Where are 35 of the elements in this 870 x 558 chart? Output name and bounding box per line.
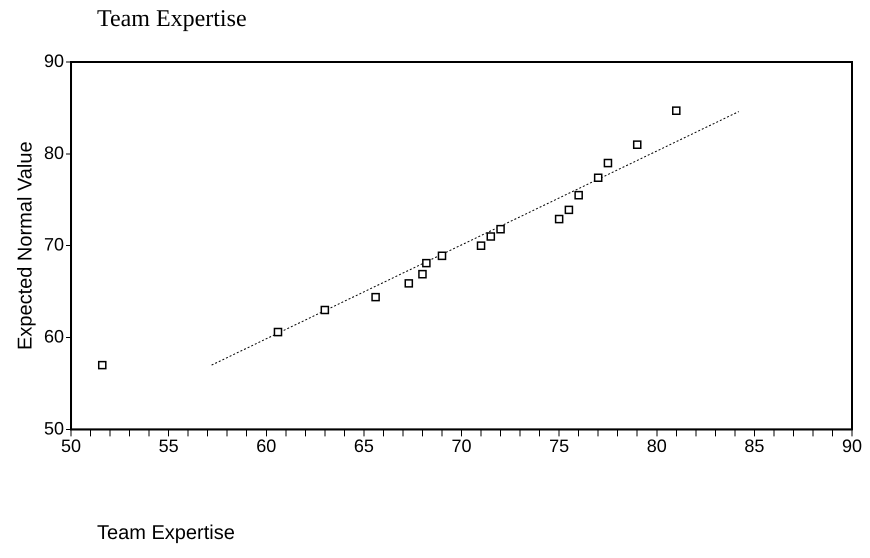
- x-tick-label: 50: [61, 436, 82, 456]
- y-tick-label: 60: [44, 326, 64, 347]
- y-tick-label: 50: [44, 418, 64, 438]
- point: [632, 140, 642, 149]
- x-tick-label: 85: [744, 436, 764, 456]
- point: [274, 328, 282, 336]
- y-tick-label: 70: [44, 234, 64, 255]
- point: [594, 173, 602, 182]
- point: [604, 158, 612, 168]
- x-tick-label: 90: [842, 436, 862, 456]
- x-tick-label: 75: [549, 436, 570, 456]
- point: [496, 224, 505, 234]
- point: [404, 279, 414, 288]
- chart-title: Team Expertise: [97, 6, 247, 33]
- y-axis-title: Expected Normal Value: [14, 141, 37, 350]
- point: [371, 292, 380, 302]
- point: [422, 258, 431, 268]
- x-tick-label: 80: [646, 436, 667, 456]
- point: [554, 214, 564, 224]
- point: [476, 241, 486, 250]
- y-tick-label: 90: [44, 50, 64, 71]
- x-tick-label: 65: [354, 436, 374, 456]
- point: [438, 252, 446, 260]
- point: [320, 306, 330, 314]
- y-tick-label: 80: [44, 142, 64, 163]
- x-axis-title: Team Expertise: [97, 522, 235, 545]
- x-tick-label: 55: [158, 436, 179, 456]
- point: [564, 206, 574, 214]
- x-tick-label: 70: [451, 436, 472, 456]
- point: [672, 106, 681, 115]
- x-tick-label: 60: [256, 436, 276, 456]
- point: [418, 270, 427, 278]
- point: [574, 190, 583, 200]
- point: [98, 360, 107, 370]
- point: [486, 232, 496, 241]
